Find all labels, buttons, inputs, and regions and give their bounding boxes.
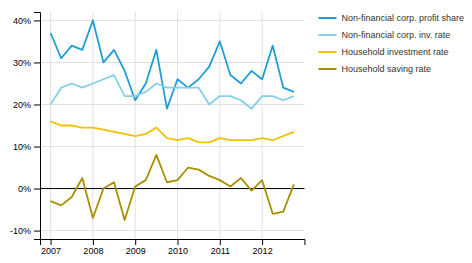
grid-line-y xyxy=(40,146,304,147)
y-tick: 10% xyxy=(13,142,40,152)
x-tick-label: 2009 xyxy=(126,246,146,256)
legend-swatch xyxy=(318,51,336,53)
x-tick-mark xyxy=(135,239,136,245)
grid-line-x xyxy=(135,12,136,239)
x-tick-label: 2007 xyxy=(41,246,61,256)
y-axis: -10% 0% 10% 20% 30% 40% xyxy=(10,13,41,240)
chart: 2007 2008 2009 2010 2011 2012 -10% 0% 10% 20% 30% 4… xyxy=(0,0,472,263)
y-tick-label: 0% xyxy=(18,184,31,194)
series-line xyxy=(51,155,294,220)
y-tick-label: 30% xyxy=(13,58,31,68)
x-tick: 2011 xyxy=(211,239,230,256)
legend-swatch xyxy=(318,34,336,36)
plot: 2007 2008 2009 2010 2011 2012 -10% 0% 10% 20% 30% 4… xyxy=(10,12,305,256)
grid-line-x xyxy=(177,12,178,239)
x-tick-label: 2010 xyxy=(168,246,188,256)
series-group xyxy=(51,20,294,220)
y-tick-label: 40% xyxy=(13,16,31,26)
legend-item: Non-financial corp. inv. rate xyxy=(318,30,450,40)
y-tick-label: 20% xyxy=(13,100,31,110)
y-tick-mark xyxy=(34,147,40,148)
y-tick-mark xyxy=(34,20,40,21)
series-line xyxy=(51,75,294,109)
series-line xyxy=(51,20,294,108)
x-tick-mark xyxy=(262,239,263,245)
x-tick-mark xyxy=(178,239,179,245)
y-tick-mark xyxy=(34,231,40,232)
y-axis-line xyxy=(34,13,41,240)
grid-line-x xyxy=(50,12,51,239)
y-tick: -10% xyxy=(10,226,40,236)
x-axis-line xyxy=(41,240,305,246)
y-tick-mark xyxy=(34,189,40,190)
y-tick: 20% xyxy=(13,100,40,110)
legend-label: Household saving rate xyxy=(341,64,431,74)
legend-item: Household saving rate xyxy=(318,64,431,74)
y-tick: 0% xyxy=(18,184,40,194)
grid-line-x xyxy=(92,12,93,239)
x-tick: 2007 xyxy=(41,239,61,256)
x-tick-mark xyxy=(220,239,221,245)
legend-label: Non-financial corp. profit share xyxy=(341,13,464,23)
series-line xyxy=(51,121,294,142)
y-tick-mark xyxy=(34,104,40,105)
x-tick-label: 2008 xyxy=(83,246,103,256)
y-tick-label: -10% xyxy=(10,226,31,236)
legend-label: Non-financial corp. inv. rate xyxy=(341,30,450,40)
grid-line-y xyxy=(40,104,304,105)
grid-line-y xyxy=(40,62,304,63)
grid-line-y xyxy=(40,20,304,21)
chart-container: 2007 2008 2009 2010 2011 2012 -10% 0% 10% 20% 30% 4… xyxy=(0,0,472,263)
x-tick-label: 2011 xyxy=(211,246,230,256)
legend-label: Household investment rate xyxy=(341,47,448,57)
x-tick: 2008 xyxy=(83,239,103,256)
y-tick: 30% xyxy=(13,58,40,68)
legend-swatch xyxy=(318,17,336,19)
legend-swatch xyxy=(318,68,336,70)
legend: Non-financial corp. profit share Non-fina… xyxy=(318,13,464,74)
grid xyxy=(40,12,304,239)
x-tick-mark xyxy=(51,239,52,245)
legend-item: Household investment rate xyxy=(318,47,448,57)
x-axis: 2007 2008 2009 2010 2011 2012 xyxy=(41,239,305,256)
x-tick: 2012 xyxy=(253,239,273,256)
y-tick: 40% xyxy=(13,16,40,26)
grid-line-y xyxy=(40,230,304,231)
x-tick-label: 2012 xyxy=(253,246,273,256)
grid-line-x xyxy=(262,12,263,239)
legend-item: Non-financial corp. profit share xyxy=(318,13,464,23)
x-tick: 2009 xyxy=(126,239,146,256)
x-tick-mark xyxy=(93,239,94,245)
y-tick-mark xyxy=(34,62,40,63)
x-tick: 2010 xyxy=(168,239,188,256)
grid-line-x xyxy=(219,12,220,239)
y-tick-label: 10% xyxy=(13,142,31,152)
